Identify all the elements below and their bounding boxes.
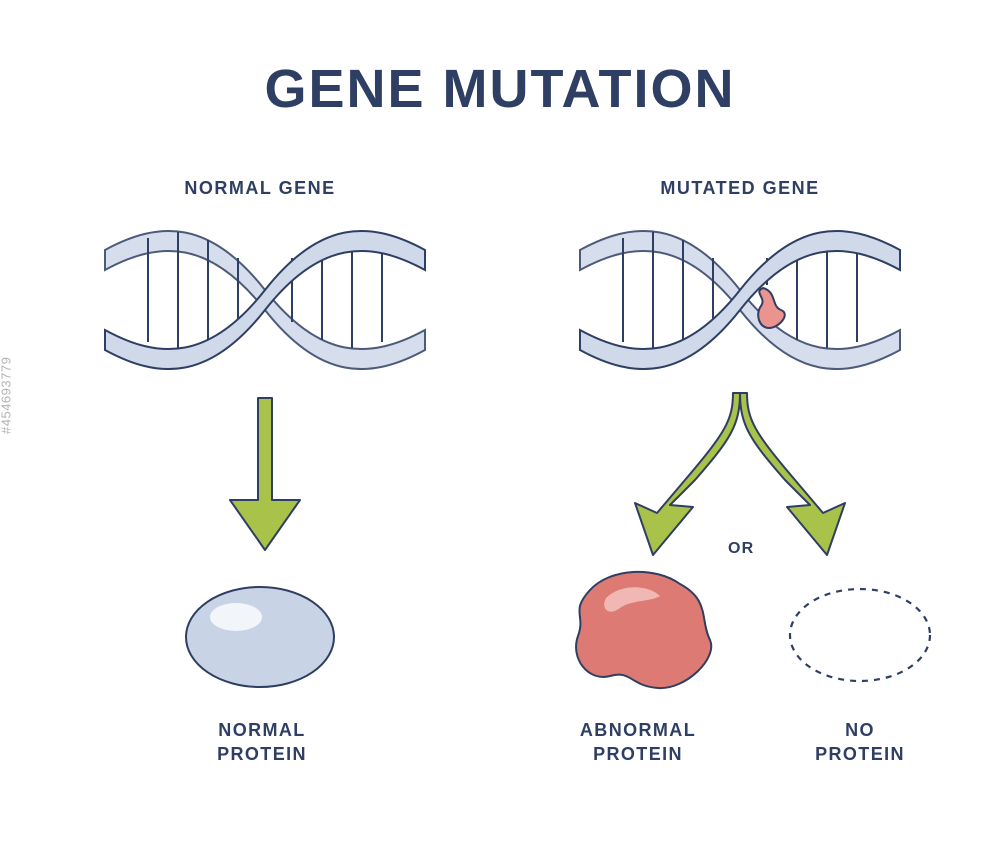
label-abnormal-protein: ABNORMAL PROTEIN (548, 718, 728, 767)
arrow-split (575, 385, 905, 555)
dna-normal (100, 210, 430, 370)
arrow-single (100, 390, 430, 560)
diagram-stage: GENE MUTATION NORMAL GENE MUTATED GENE (0, 0, 1000, 867)
protein-none-shape (780, 575, 940, 695)
heading-normal-gene: NORMAL GENE (130, 178, 390, 199)
watermark-text: #454693779 (0, 356, 14, 433)
label-text: NORMAL (218, 720, 305, 740)
protein-normal-shape (180, 575, 340, 695)
label-text: PROTEIN (593, 744, 683, 764)
label-or: OR (728, 540, 754, 558)
dna-mutated (575, 210, 905, 370)
label-normal-protein: NORMAL PROTEIN (172, 718, 352, 767)
protein-abnormal-shape (560, 560, 720, 680)
label-text: NO (845, 720, 875, 740)
diagram-title: GENE MUTATION (0, 58, 1000, 120)
label-text: ABNORMAL (580, 720, 696, 740)
label-text: PROTEIN (815, 744, 905, 764)
heading-mutated-gene: MUTATED GENE (610, 178, 870, 199)
label-no-protein: NO PROTEIN (770, 718, 950, 767)
label-text: PROTEIN (217, 744, 307, 764)
